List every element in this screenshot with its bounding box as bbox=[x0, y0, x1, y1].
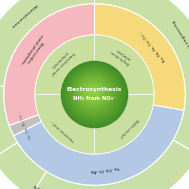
Circle shape bbox=[86, 86, 100, 100]
Text: NH₃ from NO₃⁻: NH₃ from NO₃⁻ bbox=[73, 96, 116, 101]
Wedge shape bbox=[94, 94, 154, 154]
Circle shape bbox=[67, 67, 121, 121]
Wedge shape bbox=[0, 143, 46, 189]
Circle shape bbox=[72, 72, 115, 115]
Wedge shape bbox=[35, 35, 94, 94]
Circle shape bbox=[87, 87, 99, 99]
Circle shape bbox=[68, 68, 120, 120]
Circle shape bbox=[66, 66, 122, 122]
Circle shape bbox=[63, 63, 125, 125]
Circle shape bbox=[80, 80, 107, 107]
Circle shape bbox=[71, 71, 116, 116]
Circle shape bbox=[62, 62, 127, 127]
Text: Transition metal
compounds: Transition metal compounds bbox=[47, 47, 75, 75]
Wedge shape bbox=[30, 140, 189, 189]
Circle shape bbox=[84, 84, 102, 102]
Wedge shape bbox=[94, 4, 185, 110]
Text: transition met...: transition met... bbox=[50, 118, 76, 142]
Circle shape bbox=[70, 70, 118, 118]
Circle shape bbox=[80, 80, 106, 106]
Circle shape bbox=[76, 76, 111, 111]
Text: Ru, Pd, Pt, Ag: Ru, Pd, Pt, Ag bbox=[91, 165, 119, 173]
Circle shape bbox=[65, 65, 123, 123]
Circle shape bbox=[78, 78, 109, 109]
Circle shape bbox=[77, 77, 110, 110]
Wedge shape bbox=[9, 115, 41, 136]
Text: Ru, Pd, Fe, Co, Cu...: Ru, Pd, Fe, Co, Cu... bbox=[139, 30, 166, 62]
Circle shape bbox=[69, 69, 119, 119]
Circle shape bbox=[73, 73, 114, 114]
Text: Single-atom
catalysts: Single-atom catalysts bbox=[110, 45, 134, 66]
Circle shape bbox=[83, 83, 103, 103]
Circle shape bbox=[74, 74, 113, 113]
Circle shape bbox=[61, 61, 128, 128]
Text: Fe, Co, Ni, Cu...: Fe, Co, Ni, Cu... bbox=[17, 109, 33, 139]
Circle shape bbox=[82, 82, 104, 104]
Text: Electrosynthesis: Electrosynthesis bbox=[67, 87, 122, 92]
Circle shape bbox=[81, 81, 105, 105]
Circle shape bbox=[85, 85, 101, 101]
Circle shape bbox=[88, 88, 98, 98]
Wedge shape bbox=[94, 35, 154, 94]
Text: Heterostructure: Heterostructure bbox=[9, 2, 37, 28]
Text: Heteroatoms doping: Heteroatoms doping bbox=[33, 183, 76, 189]
Circle shape bbox=[70, 70, 117, 117]
Circle shape bbox=[64, 64, 125, 125]
Circle shape bbox=[79, 79, 108, 108]
Wedge shape bbox=[0, 84, 18, 159]
Circle shape bbox=[75, 75, 112, 112]
Wedge shape bbox=[4, 4, 94, 125]
Wedge shape bbox=[0, 0, 94, 87]
Wedge shape bbox=[94, 0, 189, 155]
Text: Noble-metal/: Noble-metal/ bbox=[118, 118, 139, 139]
Wedge shape bbox=[35, 94, 94, 154]
Wedge shape bbox=[14, 105, 184, 185]
Text: Metal oxides,
metal phosphides...: Metal oxides, metal phosphides... bbox=[18, 33, 47, 70]
Text: Defect engineering: Defect engineering bbox=[172, 19, 189, 57]
